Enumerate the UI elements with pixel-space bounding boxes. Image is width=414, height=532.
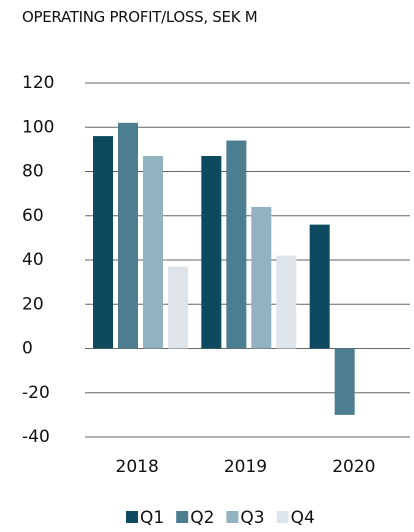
y-tick-label: -20 bbox=[22, 383, 50, 403]
legend-swatch bbox=[276, 511, 289, 523]
bar bbox=[309, 224, 330, 349]
bar bbox=[251, 206, 272, 349]
y-tick-label: 120 bbox=[22, 73, 54, 93]
legend-label: Q3 bbox=[240, 508, 264, 528]
bar bbox=[334, 348, 355, 415]
x-tick-label: 2018 bbox=[116, 457, 159, 477]
x-tick-label: 2020 bbox=[332, 457, 375, 477]
x-tick-label: 2019 bbox=[224, 457, 267, 477]
bar bbox=[201, 156, 222, 349]
y-tick-label: 40 bbox=[22, 250, 44, 270]
legend-label: Q2 bbox=[190, 508, 214, 528]
bar bbox=[276, 255, 297, 349]
y-tick-label: -40 bbox=[22, 427, 50, 447]
y-tick-label: 0 bbox=[22, 339, 33, 359]
bar bbox=[168, 266, 188, 349]
bar bbox=[226, 140, 247, 349]
y-tick-label: 100 bbox=[22, 117, 54, 137]
legend-label: Q1 bbox=[140, 508, 164, 528]
y-tick-label: 60 bbox=[22, 206, 44, 226]
y-tick-label: 20 bbox=[22, 294, 44, 314]
legend-swatch bbox=[126, 511, 138, 523]
legend-swatch bbox=[176, 511, 189, 523]
y-tick-label: 80 bbox=[22, 162, 44, 182]
bar bbox=[118, 122, 138, 349]
legend-swatch bbox=[226, 511, 239, 523]
legend-label: Q4 bbox=[291, 508, 315, 528]
bar bbox=[93, 136, 113, 349]
bar bbox=[143, 156, 163, 349]
chart-title: OPERATING PROFIT/LOSS, SEK M bbox=[22, 8, 258, 26]
